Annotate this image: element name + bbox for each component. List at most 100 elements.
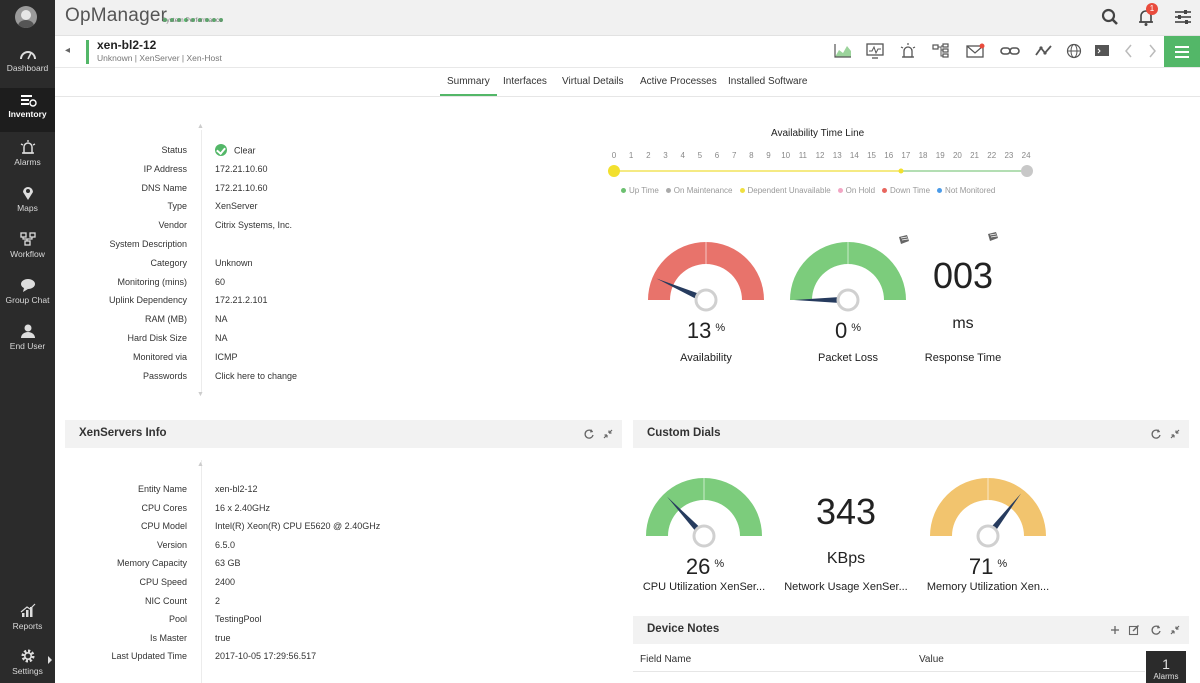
sidebar-item-end-user[interactable]: End User [0,318,55,362]
gauge-needle [794,296,848,304]
sidebar-item-settings[interactable]: Settings [0,643,55,683]
caret-right-icon[interactable] [47,656,53,664]
monitor-icon[interactable] [865,42,885,60]
edit-icon[interactable] [1128,624,1140,636]
workflow-icon [19,232,36,246]
app-subtitle: System Performance [162,17,223,24]
property-value: 16 x 2.40GHz [215,502,271,513]
timeline-hour: 24 [1021,151,1031,160]
app-title: OpManager [65,5,168,26]
timeline-hour: 4 [680,151,685,160]
dashboard-icon [19,51,36,60]
property-key: Memory Capacity [116,558,187,569]
timeline-hour: 18 [918,151,928,160]
sidebar-item-alarms[interactable]: Alarms [0,134,55,178]
add-icon[interactable] [1109,624,1121,636]
refresh-icon[interactable] [583,428,595,440]
property-value: 172.21.2.101 [215,295,268,306]
tab-virtual-details[interactable]: Virtual Details [562,76,624,87]
chevron-right-icon[interactable] [1142,42,1162,60]
chevron-left-icon[interactable] [1119,42,1139,60]
rack-icon[interactable] [986,231,1000,243]
memory-utilization-label: Memory Utilization Xen... [926,581,1050,593]
sidebar-item-inventory[interactable]: Inventory [0,88,55,132]
legend-dot [621,188,626,193]
timeline-hour: 10 [781,151,791,160]
property-value: TestingPool [215,614,262,625]
property-value: 2017-10-05 17:29:56.517 [215,651,317,662]
gauge-arc [790,242,906,300]
property-value: Unknown [215,257,253,268]
tab-active-processes[interactable]: Active Processes [640,76,717,87]
gauge-arc [646,478,762,536]
availability-value: 13% [686,318,726,343]
rack-icon[interactable] [897,234,911,246]
property-value: 2400 [215,577,236,587]
timeline-hour: 0 [611,151,617,160]
timeline-hours: 0 1 2 3 4 5 6 7 8 9 10 11 12 13 14 15 16 17 18 19 20 21 22 23 24 [611,151,1031,163]
settings-sliders-icon[interactable] [1173,7,1193,27]
back-arrow-icon[interactable]: ◂ [65,45,71,56]
panel-title: XenServers Info [79,427,167,439]
refresh-icon[interactable] [1150,624,1162,636]
property-value: 172.21.10.60 [215,182,268,193]
collapse-icon[interactable] [602,428,614,440]
refresh-icon[interactable] [1150,428,1162,440]
property-key: Monitoring (mins) [117,276,187,287]
sidebar-item-workflow[interactable]: Workflow [0,226,55,270]
response-time-label: Response Time [924,352,1002,364]
legend-item: Not Monitored [937,186,995,195]
email-icon[interactable] [965,42,985,60]
alarm-icon[interactable] [898,42,918,60]
collapse-icon[interactable] [1169,428,1181,440]
link-icon[interactable] [1000,42,1020,60]
user-avatar[interactable] [15,6,37,28]
trend-icon[interactable] [1034,42,1054,60]
property-value: ICMP [215,351,238,362]
menu-button[interactable] [1164,36,1200,67]
tab-summary[interactable]: Summary [440,76,497,96]
timeline-hour: 22 [987,151,997,160]
sidebar-item-group-chat[interactable]: Group Chat [0,272,55,316]
property-value[interactable]: Click here to change [215,370,298,381]
scroll-up-icon[interactable]: ▲ [197,123,204,130]
workflow-icon[interactable] [931,42,951,60]
property-key: Passwords [142,370,187,381]
property-key: CPU Speed [139,577,187,587]
timeline-hour: 5 [697,151,703,160]
property-key: Uplink Dependency [108,295,187,306]
sidebar-item-dashboard[interactable]: Dashboard [0,42,55,86]
collapse-icon[interactable] [1169,624,1181,636]
scroll-down-icon[interactable]: ▼ [197,391,204,398]
timeline-hour: 11 [798,151,808,160]
timeline-hour: 17 [901,151,911,160]
status-text: Clear [234,145,256,156]
divider [201,460,202,683]
sidebar-item-maps[interactable]: Maps [0,180,55,224]
timeline-hour: 23 [1004,151,1014,160]
timeline-hour: 9 [766,151,771,160]
device-header: ◂ xen-bl2-12 Unknown | XenServer | Xen-H… [55,36,1200,68]
terminal-icon[interactable] [1092,42,1112,60]
sidebar-item-label: Maps [17,203,38,213]
property-key: IP Address [143,163,187,174]
legend-label: Dependent Unavailable [747,186,831,195]
alarm-counter[interactable]: 1 Alarms [1146,651,1186,683]
gauge-hub [692,524,716,548]
search-icon[interactable] [1100,7,1120,27]
graph-icon[interactable] [833,42,853,60]
property-value: xen-bl2-12 [215,484,258,494]
property-key: CPU Model [140,521,187,532]
sidebar-item-reports[interactable]: Reports [0,598,55,642]
scroll-up-icon[interactable]: ▲ [197,461,204,468]
tab-interfaces[interactable]: Interfaces [503,76,547,87]
globe-icon[interactable] [1064,42,1084,60]
packet-loss-label: Packet Loss [818,352,878,364]
property-key: Category [150,257,187,268]
tab-installed-software[interactable]: Installed Software [728,76,808,87]
property-value: NA [215,333,228,343]
timeline-hour: 1 [628,151,634,160]
sidebar-item-label: Reports [12,621,43,631]
timeline-hour: 20 [952,151,962,160]
sidebar-item-label: Settings [12,666,43,676]
